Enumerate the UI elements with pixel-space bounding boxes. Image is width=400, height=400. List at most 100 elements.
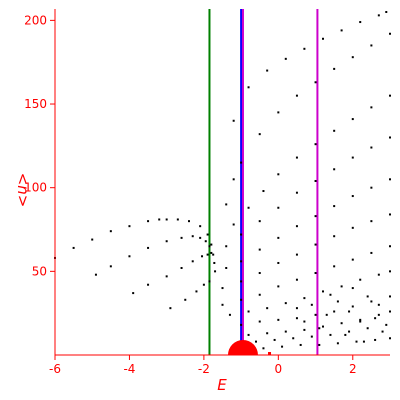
point-s8-0 [225, 266, 228, 269]
point-s0-10 [199, 225, 202, 228]
point-s16-9 [318, 327, 321, 330]
point-s5-9 [370, 44, 373, 47]
marker-dot-1 [231, 351, 235, 354]
point-s16-1 [310, 303, 313, 306]
point-s9-7 [351, 226, 354, 229]
point-s4-7 [359, 21, 362, 24]
point-s14-5 [348, 330, 351, 333]
point-s2-1 [147, 283, 150, 286]
point-s1-3 [147, 246, 150, 249]
point-s6-1 [247, 206, 250, 209]
point-s7-6 [333, 168, 336, 171]
point-s13-3 [303, 328, 306, 331]
point-s5-2 [240, 161, 243, 164]
x-tick-label-0: -6 [49, 362, 61, 376]
point-s10-3 [277, 285, 280, 288]
point-s10-8 [370, 251, 373, 254]
point-s12-0 [240, 323, 243, 326]
point-s1-2 [128, 255, 131, 258]
point-s0-2 [91, 238, 94, 241]
point-s0-8 [176, 218, 179, 221]
point-s11-9 [389, 270, 391, 273]
point-s4-5 [322, 37, 324, 40]
point-s16-12 [362, 340, 365, 343]
point-s0-3 [109, 230, 112, 233]
x-tick-label-3: 0 [275, 362, 283, 376]
point-s12-2 [277, 318, 280, 321]
axes [54, 9, 390, 356]
point-s7-9 [389, 136, 391, 139]
point-s11-5 [322, 290, 324, 293]
point-s10-9 [389, 245, 391, 248]
point-s9-2 [258, 272, 261, 275]
marker-dot-2 [268, 352, 272, 355]
point-s1-6 [191, 235, 194, 238]
point-s11-4 [303, 297, 306, 300]
point-s8-2 [258, 248, 261, 251]
point-s3-2 [195, 290, 198, 293]
y-axis-label: <n> [14, 173, 32, 208]
point-s16-4 [348, 310, 351, 313]
point-s3-0 [169, 307, 172, 310]
point-s6-9 [389, 94, 391, 97]
point-s11-7 [359, 278, 362, 281]
point-s5-0 [225, 203, 228, 206]
point-s8-8 [370, 186, 373, 189]
point-s10-6 [333, 265, 336, 268]
point-s9-3 [277, 261, 280, 264]
point-s14-1 [273, 338, 276, 341]
point-s0-15 [214, 270, 217, 273]
point-s2-0 [132, 292, 135, 295]
point-s11-3 [284, 302, 287, 305]
point-s6-7 [351, 118, 354, 121]
point-s9-4 [295, 253, 298, 256]
point-s0-5 [147, 220, 150, 223]
point-s6-0 [232, 223, 235, 226]
point-s8-7 [351, 195, 354, 198]
point-s4-4 [303, 47, 306, 50]
point-s9-9 [389, 213, 391, 216]
point-s8-4 [295, 225, 298, 228]
point-s0-9 [188, 220, 190, 223]
point-s13-6 [359, 318, 362, 321]
point-s0-7 [165, 218, 168, 221]
point-s7-2 [258, 220, 261, 223]
point-s0-13 [212, 253, 215, 256]
point-s12-6 [351, 305, 354, 308]
point-s5-1 [232, 178, 235, 181]
data-points [54, 11, 391, 350]
point-s15-7 [389, 337, 391, 340]
point-s8-5 [314, 215, 317, 218]
point-s9-6 [333, 235, 336, 238]
point-s0-14 [213, 261, 216, 264]
point-s0-11 [206, 233, 209, 236]
marker-blob [227, 340, 258, 355]
point-s15-4 [336, 342, 339, 345]
point-s0-6 [158, 218, 161, 221]
tick-labels: -6 -4 -2 0 2 50 100 150 200 [24, 13, 357, 376]
point-s15-0 [262, 347, 265, 350]
y-tick-label-1: 100 [24, 181, 47, 195]
point-s0-12 [210, 243, 213, 246]
point-s12-1 [258, 320, 261, 323]
point-s15-1 [281, 345, 284, 348]
point-s4-2 [266, 69, 269, 72]
point-s16-2 [325, 313, 328, 316]
point-s13-0 [247, 333, 250, 336]
point-s7-5 [314, 179, 317, 182]
point-s4-6 [340, 29, 343, 32]
point-s16-11 [344, 333, 347, 336]
point-s1-1 [109, 265, 112, 268]
point-s16-13 [329, 293, 332, 296]
point-s3-3 [202, 283, 205, 286]
point-s16-14 [351, 287, 354, 290]
point-s2-5 [201, 255, 204, 258]
point-s6-8 [370, 106, 373, 109]
point-s6-2 [262, 190, 265, 193]
point-s16-5 [359, 320, 362, 323]
point-s13-7 [377, 313, 380, 316]
point-s16-15 [377, 303, 380, 306]
point-s8-9 [389, 178, 391, 181]
point-s8-3 [277, 236, 280, 239]
